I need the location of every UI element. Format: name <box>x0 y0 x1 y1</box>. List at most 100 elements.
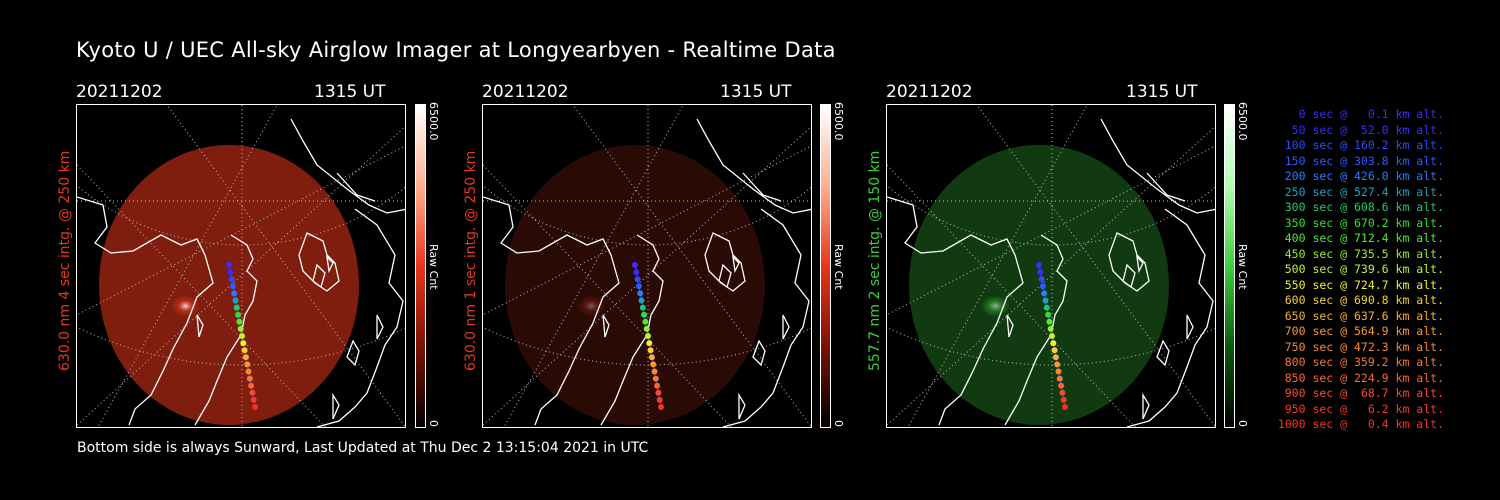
trajectory-legend: 0 sec @ 0.1 km alt. 50 sec @ 52.0 km alt.… <box>1262 107 1444 433</box>
panel-1-cbar-min: 0 <box>427 420 440 427</box>
trajectory-point <box>235 311 242 318</box>
trajectory-point <box>1041 290 1048 297</box>
trajectory-point <box>236 318 243 325</box>
panel-3-colorbar <box>1224 104 1235 428</box>
trajectory-point <box>1055 368 1062 375</box>
trajectory-point <box>250 396 257 403</box>
trajectory-point <box>638 297 645 304</box>
trajectory-point <box>1058 382 1065 389</box>
legend-entry: 100 sec @ 160.2 km alt. <box>1284 138 1444 152</box>
legend-entry: 350 sec @ 670.2 km alt. <box>1284 215 1444 230</box>
trajectory-point <box>645 333 651 339</box>
legend-entry: 600 sec @ 690.8 km alt. <box>1284 293 1444 307</box>
panel-3-cbar-unit: Raw Cnt <box>1236 244 1249 290</box>
legend-entry: 1000 sec @ 0.4 km alt. <box>1277 417 1444 431</box>
panel-3-cbar-min: 0 <box>1236 420 1249 427</box>
trajectory-point <box>252 404 258 410</box>
panel-2-cbar-unit: Raw Cnt <box>832 244 845 290</box>
legend-entry: 400 sec @ 712.4 km alt. <box>1284 231 1444 245</box>
panel-2-colorbar <box>820 104 831 428</box>
trajectory-point <box>228 276 235 283</box>
legend-entry: 850 sec @ 224.9 km alt. <box>1284 370 1444 385</box>
trajectory-point <box>642 318 649 325</box>
trajectory-point <box>1043 304 1050 311</box>
trajectory-point <box>643 325 650 332</box>
trajectory-point <box>248 382 255 389</box>
trajectory-point <box>634 276 641 283</box>
trajectory-point <box>646 340 653 347</box>
trajectory-point <box>1056 375 1063 382</box>
trajectory-point <box>1047 325 1054 332</box>
trajectory-point <box>633 269 640 276</box>
footer-status: Bottom side is always Sunward, Last Upda… <box>77 440 649 456</box>
legend-entry: 200 sec @ 426.0 km alt. <box>1284 169 1444 183</box>
trajectory-point <box>1037 269 1044 276</box>
legend-entry: 250 sec @ 527.4 km alt. <box>1284 184 1444 199</box>
trajectory-point <box>237 325 244 332</box>
panel-2-date: 20211202 <box>482 82 569 102</box>
trajectory-point <box>233 304 240 311</box>
trajectory-point <box>1060 396 1067 403</box>
trajectory-point <box>658 404 664 410</box>
legend-entry: 800 sec @ 359.2 km alt. <box>1284 355 1444 369</box>
trajectory-point <box>651 368 658 375</box>
trajectory-point <box>639 304 646 311</box>
trajectory-point <box>1059 389 1066 396</box>
panel-1-ylabel: 630.0 nm 4 sec intg. @ 250 km <box>57 150 73 371</box>
legend-entry: 750 sec @ 472.3 km alt. <box>1284 339 1444 354</box>
trajectory-point <box>249 389 256 396</box>
trajectory-point <box>1042 297 1049 304</box>
trajectory-point <box>241 347 248 354</box>
panel-2-cbar-max: 6500.0 <box>832 102 845 141</box>
panel-1-colorbar <box>415 104 426 428</box>
legend-entry: 950 sec @ 6.2 km alt. <box>1284 401 1444 416</box>
panel-2-image <box>482 104 812 428</box>
trajectory-point <box>635 283 642 290</box>
trajectory-point <box>1038 276 1045 283</box>
panel-3-cbar-max: 6500.0 <box>1236 102 1249 141</box>
legend-entry: 300 sec @ 608.6 km alt. <box>1284 200 1444 214</box>
trajectory-point <box>1036 262 1042 268</box>
trajectory-point <box>242 354 249 361</box>
panel-2-cbar-min: 0 <box>832 420 845 427</box>
trajectory-point <box>244 361 251 368</box>
legend-entry: 500 sec @ 739.6 km alt. <box>1284 262 1444 276</box>
legend-entry: 700 sec @ 564.9 km alt. <box>1284 324 1444 338</box>
trajectory-point <box>239 333 245 339</box>
page-title: Kyoto U / UEC All-sky Airglow Imager at … <box>76 38 836 62</box>
trajectory-point <box>229 283 236 290</box>
panel-1-cbar-unit: Raw Cnt <box>427 244 440 290</box>
trajectory-point <box>655 389 662 396</box>
trajectory-point <box>245 368 252 375</box>
panel-1-image <box>76 104 406 428</box>
trajectory-point <box>632 262 638 268</box>
trajectory-point <box>641 311 648 318</box>
trajectory-point <box>650 361 657 368</box>
trajectory-point <box>637 290 644 297</box>
trajectory-point <box>1046 318 1053 325</box>
panel-3-date: 20211202 <box>886 82 973 102</box>
trajectory-point <box>1045 311 1052 318</box>
trajectory-point <box>1052 354 1059 361</box>
legend-entry: 650 sec @ 637.6 km alt. <box>1284 308 1444 323</box>
panel-1-time: 1315 UT <box>314 82 386 102</box>
trajectory-point <box>246 375 253 382</box>
trajectory-point <box>240 340 247 347</box>
trajectory-point <box>226 262 232 268</box>
trajectory-point <box>1039 283 1046 290</box>
legend-entry: 150 sec @ 303.8 km alt. <box>1284 153 1444 168</box>
legend-entry: 50 sec @ 52.0 km alt. <box>1291 122 1444 137</box>
trajectory-point <box>1050 340 1057 347</box>
trajectory-point <box>231 290 238 297</box>
panel-3-image <box>886 104 1216 428</box>
trajectory-point <box>232 297 239 304</box>
trajectory-point <box>1062 404 1068 410</box>
trajectory-point <box>227 269 234 276</box>
panel-3-time: 1315 UT <box>1126 82 1198 102</box>
trajectory-point <box>648 354 655 361</box>
trajectory-point <box>1049 333 1055 339</box>
legend-entry: 550 sec @ 724.7 km alt. <box>1284 277 1444 292</box>
panel-1-cbar-max: 6500.0 <box>427 102 440 141</box>
legend-entry: 900 sec @ 68.7 km alt. <box>1284 386 1444 400</box>
trajectory-point <box>656 396 663 403</box>
